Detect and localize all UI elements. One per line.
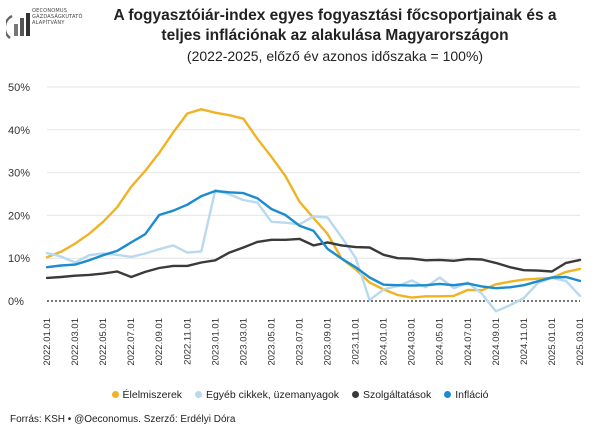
legend-label: Élelmiszerek	[122, 389, 183, 401]
y-tick-label: 10%	[8, 253, 30, 265]
y-tick-label: 40%	[8, 125, 30, 137]
y-tick-label: 30%	[8, 168, 30, 180]
logo-text: OECONOMUS GAZDASÁGKUTATÓ ALAPÍTVÁNY	[32, 8, 83, 26]
x-tick-label: 2023.01.01	[210, 318, 221, 366]
legend-item-egyeb-cikkek: Egyéb cikkek, üzemanyagok	[194, 389, 340, 401]
x-tick-label: 2023.09.01	[323, 318, 334, 366]
x-tick-label: 2022.11.01	[182, 318, 193, 365]
y-tick-label: 0%	[8, 296, 24, 308]
x-tick-label: 2024.03.01	[407, 318, 418, 366]
x-tick-label: 2025.01.01	[547, 318, 558, 366]
legend-swatch	[194, 391, 202, 398]
legend-swatch	[351, 391, 359, 398]
chart-title: A fogyasztóiár-index egyes fogyasztási f…	[113, 7, 557, 44]
x-tick-label: 2022.01.01	[42, 318, 53, 366]
x-tick-label: 2024.07.01	[463, 318, 474, 366]
legend-swatch	[444, 391, 452, 398]
legend-item-elelmiszerek: Élelmiszerek	[111, 389, 183, 401]
legend-item-inflacio: Infláció	[444, 389, 488, 401]
series-line-1	[45, 108, 582, 299]
chart-legend: Élelmiszerek Egyéb cikkek, üzemanyagok S…	[0, 389, 600, 401]
x-tick-label: 2023.05.01	[266, 318, 277, 366]
x-tick-label: 2022.09.01	[154, 318, 165, 366]
logo-line-2: GAZDASÁGKUTATÓ	[32, 14, 83, 20]
x-tick-label: 2024.01.01	[379, 318, 390, 366]
x-tick-label: 2023.11.01	[351, 318, 362, 365]
legend-item-szolgaltatasok: Szolgáltatások	[351, 389, 432, 401]
y-tick-label: 50%	[8, 82, 30, 94]
x-tick-label: 2022.05.01	[98, 318, 109, 366]
x-tick-label: 2024.11.01	[519, 318, 530, 365]
legend-label: Szolgáltatások	[362, 389, 432, 401]
series-line-3	[45, 237, 582, 280]
chart-subtitle: (2022-2025, előző év azonos időszaka = 1…	[186, 48, 484, 64]
x-tick-label: 2025.03.01	[575, 318, 586, 366]
oeconomus-logo	[6, 13, 30, 39]
x-tick-label: 2023.03.01	[238, 318, 249, 366]
legend-label: Infláció	[455, 389, 489, 401]
x-tick-label: 2022.03.01	[70, 318, 81, 366]
source-note: Forrás: KSH • @Oeconomus. Szerző: Erdély…	[10, 414, 236, 425]
legend-label: Egyéb cikkek, üzemanyagok	[205, 389, 340, 401]
series-line-4	[45, 189, 582, 290]
x-tick-label: 2024.05.01	[435, 318, 446, 366]
y-tick-label: 20%	[8, 210, 30, 222]
x-tick-label: 2023.07.01	[295, 318, 306, 366]
legend-swatch	[111, 391, 119, 398]
logo-mark-icon	[6, 13, 30, 39]
logo-line-1: OECONOMUS	[32, 8, 68, 14]
series-line-2	[45, 188, 582, 313]
x-tick-label: 2024.09.01	[491, 318, 502, 366]
x-tick-label: 2022.07.01	[126, 318, 137, 366]
logo-line-3: ALAPÍTVÁNY	[32, 20, 65, 26]
